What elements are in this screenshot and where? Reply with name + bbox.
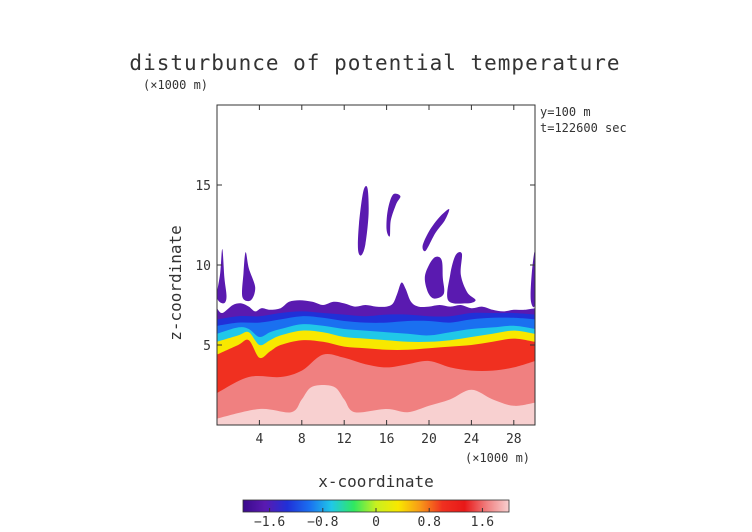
y-tick-label: 10 — [195, 259, 211, 274]
x-unit-label: (×1000 m) — [465, 451, 530, 465]
y-axis-label: z-coordinate — [166, 225, 185, 341]
colorbar-tick-label: −0.8 — [307, 515, 338, 530]
contour-blob-2 — [357, 186, 369, 256]
colorbar-tick-label: 1.6 — [471, 515, 494, 530]
x-tick-label: 12 — [336, 432, 352, 447]
contour-blob-1 — [241, 252, 256, 302]
contour-blob-4 — [422, 208, 450, 252]
x-tick-label: 28 — [506, 432, 522, 447]
y-tick-label: 5 — [203, 339, 211, 354]
x-tick-label: 16 — [379, 432, 395, 447]
contour-blob-6 — [447, 251, 476, 304]
y-axis-ticks: 5 10 15 — [195, 179, 535, 354]
colorbar-tick-label: 0 — [372, 515, 380, 530]
contour-blob-0 — [217, 248, 227, 304]
x-axis-label: x-coordinate — [318, 472, 434, 491]
annotation-y: y=100 m — [540, 105, 591, 119]
annotation-t: t=122600 sec — [540, 121, 627, 135]
x-tick-label: 8 — [298, 432, 306, 447]
x-tick-label: 4 — [255, 432, 263, 447]
contour-blob-3 — [386, 193, 401, 237]
colorbar-tick-label: −1.6 — [254, 515, 285, 530]
x-tick-label: 24 — [464, 432, 480, 447]
colorbar-ticks: −1.6 −0.8 0 0.8 1.6 — [254, 508, 494, 530]
colorbar-tick-label: 0.8 — [417, 515, 440, 530]
y-tick-label: 15 — [195, 179, 211, 194]
contour-band-7 — [217, 385, 535, 425]
x-tick-label: 20 — [421, 432, 437, 447]
heatmap-field — [217, 186, 535, 425]
y-unit-label: (×1000 m) — [143, 78, 208, 92]
chart-title: disturbunce of potential temperature — [129, 51, 620, 75]
contour-blob-5 — [424, 256, 445, 299]
x-axis-ticks: 4 8 12 16 20 24 28 — [255, 105, 522, 447]
